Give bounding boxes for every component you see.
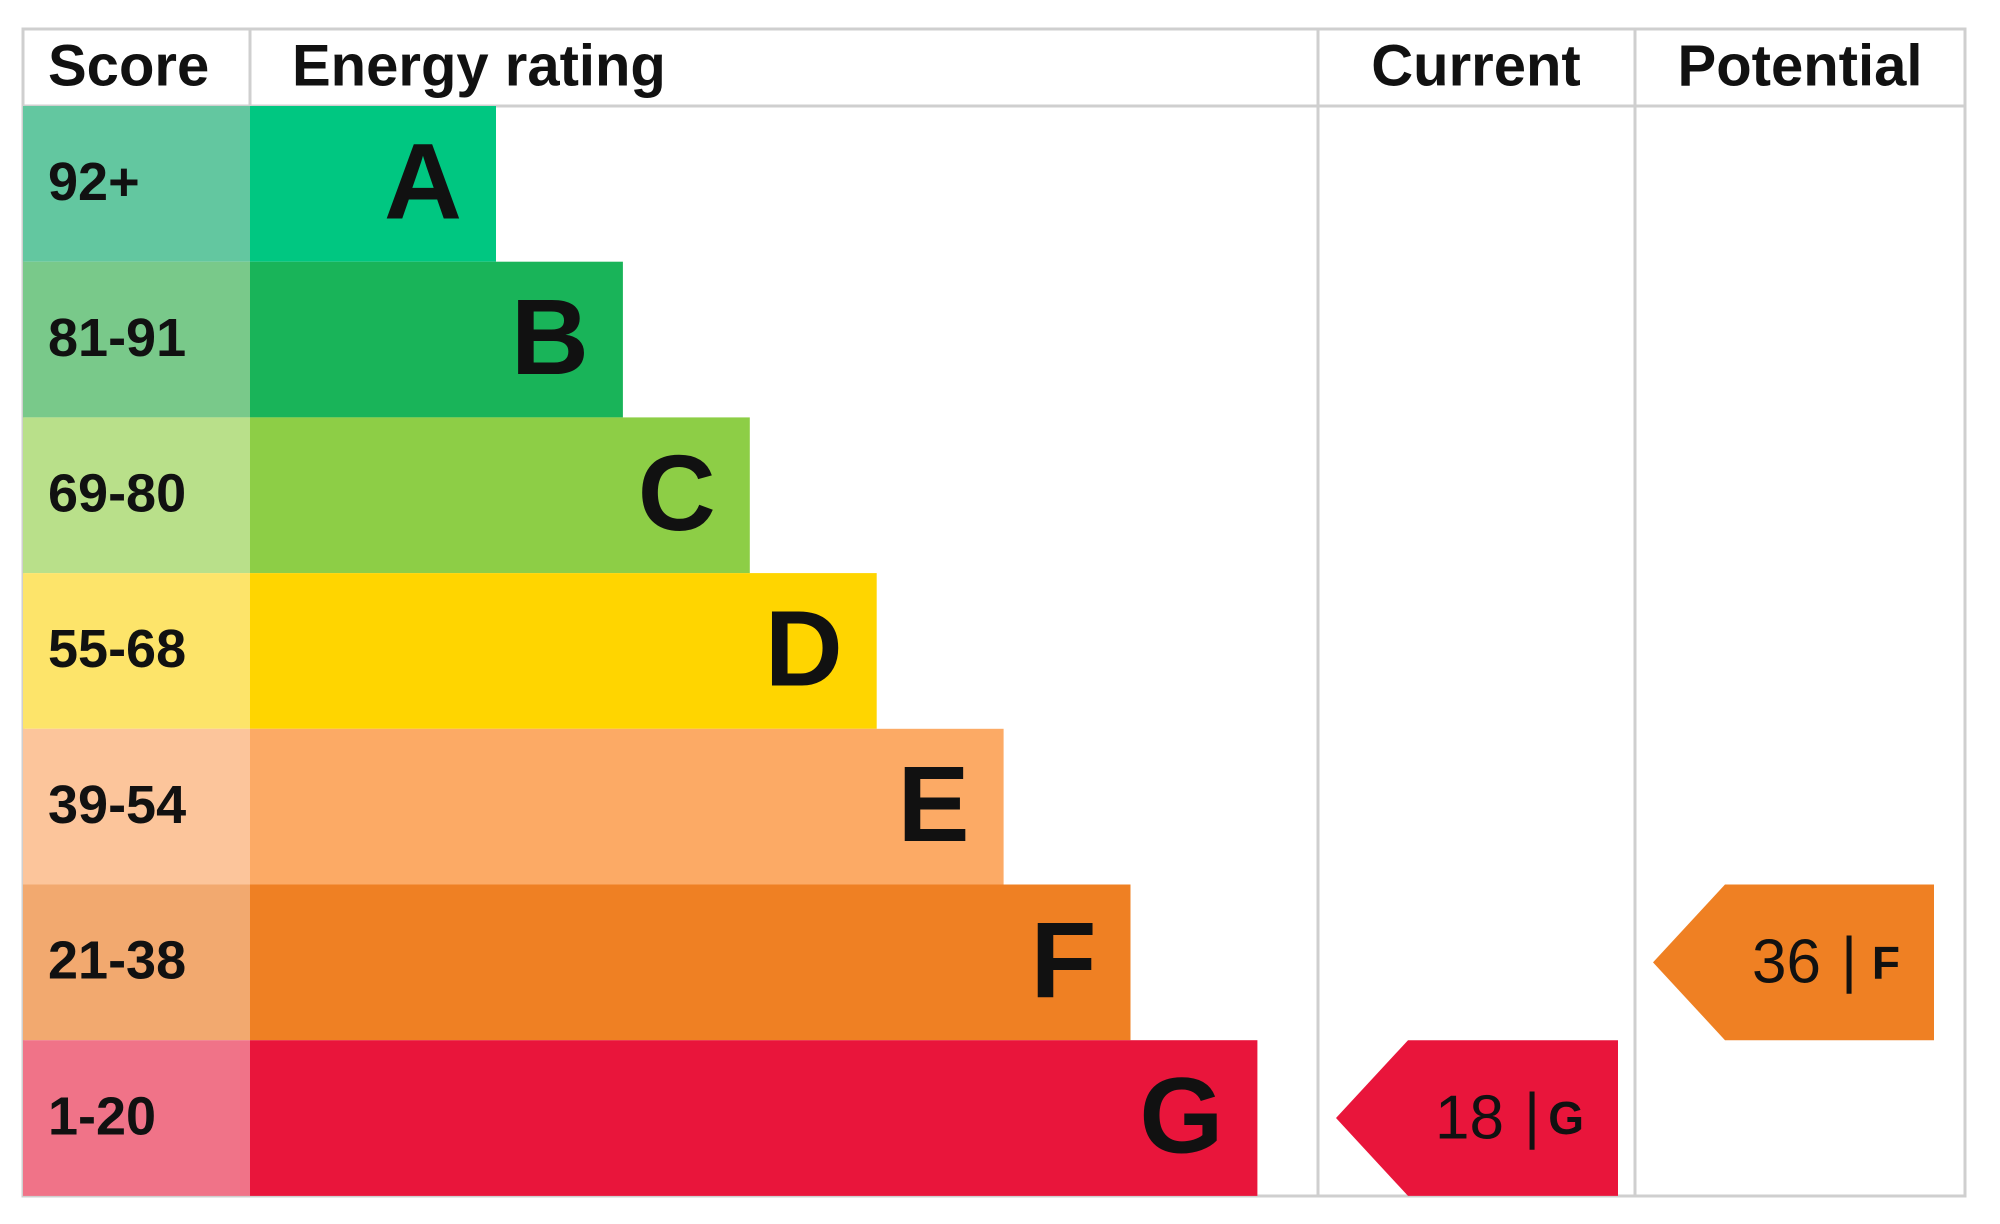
current-value: 18: [1435, 1083, 1504, 1152]
column-header: Energy rating: [292, 33, 666, 98]
rating-letter: G: [1139, 1055, 1223, 1176]
rating-letter: B: [511, 276, 589, 397]
potential-rating: F: [1872, 937, 1900, 989]
score-cell: [23, 417, 250, 574]
score-label: 55-68: [48, 619, 186, 679]
score-label: 92+: [48, 152, 140, 212]
rating-bar: [250, 728, 1004, 885]
score-cell: [23, 573, 250, 729]
rating-bar: [250, 884, 1131, 1041]
rating-bar: [250, 261, 623, 418]
score-cell: [23, 261, 250, 418]
column-header: Current: [1371, 33, 1580, 98]
potential-value: 36: [1752, 928, 1821, 997]
rating-letter: E: [898, 743, 970, 864]
score-label: 39-54: [48, 775, 186, 835]
rating-letter: D: [765, 587, 843, 708]
rating-letter: C: [638, 432, 716, 553]
score-label: 81-91: [48, 308, 186, 368]
current-rating: G: [1548, 1092, 1584, 1144]
potential-separator: |: [1841, 926, 1857, 995]
current-separator: |: [1524, 1081, 1540, 1150]
score-cell: [23, 884, 250, 1041]
rating-bar: [250, 417, 750, 574]
potential-arrow: [1653, 884, 1934, 1041]
rating-bar: [250, 1040, 1258, 1196]
rating-bar: [250, 106, 496, 262]
column-header: Potential: [1678, 33, 1923, 98]
column-header: Score: [48, 33, 209, 98]
rating-bar: [250, 573, 877, 729]
rating-letter: F: [1031, 899, 1097, 1020]
score-label: 1-20: [48, 1086, 156, 1146]
rating-letter: A: [384, 120, 462, 241]
score-cell: [23, 1040, 250, 1196]
score-cell: [23, 106, 250, 262]
score-label: 69-80: [48, 464, 186, 524]
current-arrow: [1336, 1040, 1618, 1196]
score-cell: [23, 728, 250, 885]
score-label: 21-38: [48, 931, 186, 991]
